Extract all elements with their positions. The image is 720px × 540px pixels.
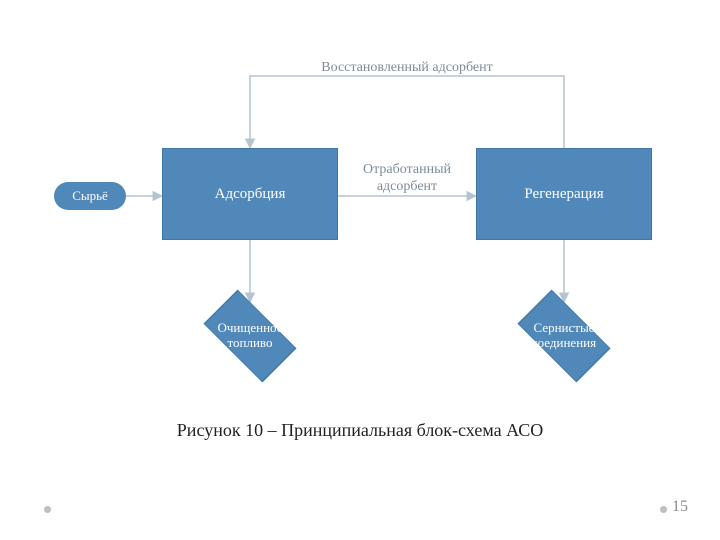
node-label-adsorption: Адсорбция [215,186,286,203]
page-number-bullet-icon [660,506,667,513]
footer-bullet-icon [44,506,51,513]
node-label-regeneration: Регенерация [524,186,603,203]
node-cleanFuel: Очищенноетопливо [193,303,307,369]
edge-label-e-reg-ads-top: Восстановленный адсорбент [287,60,527,77]
node-feed: Сырьё [54,182,126,210]
node-label-cleanFuel: Очищенноетопливо [193,321,307,351]
node-label-sulfur: Сернистыесоединения [507,321,621,351]
figure-caption: Рисунок 10 – Принципиальная блок-схема А… [0,420,720,441]
edge-e-reg-ads-top [250,76,564,148]
diagram-frame: ОтработанныйадсорбентВосстановленный адс… [44,40,670,400]
node-sulfur: Сернистыесоединения [507,303,621,369]
node-regeneration: Регенерация [476,148,652,240]
node-adsorption: Адсорбция [162,148,338,240]
page-number: 15 [672,498,688,516]
node-label-feed: Сырьё [72,188,108,204]
